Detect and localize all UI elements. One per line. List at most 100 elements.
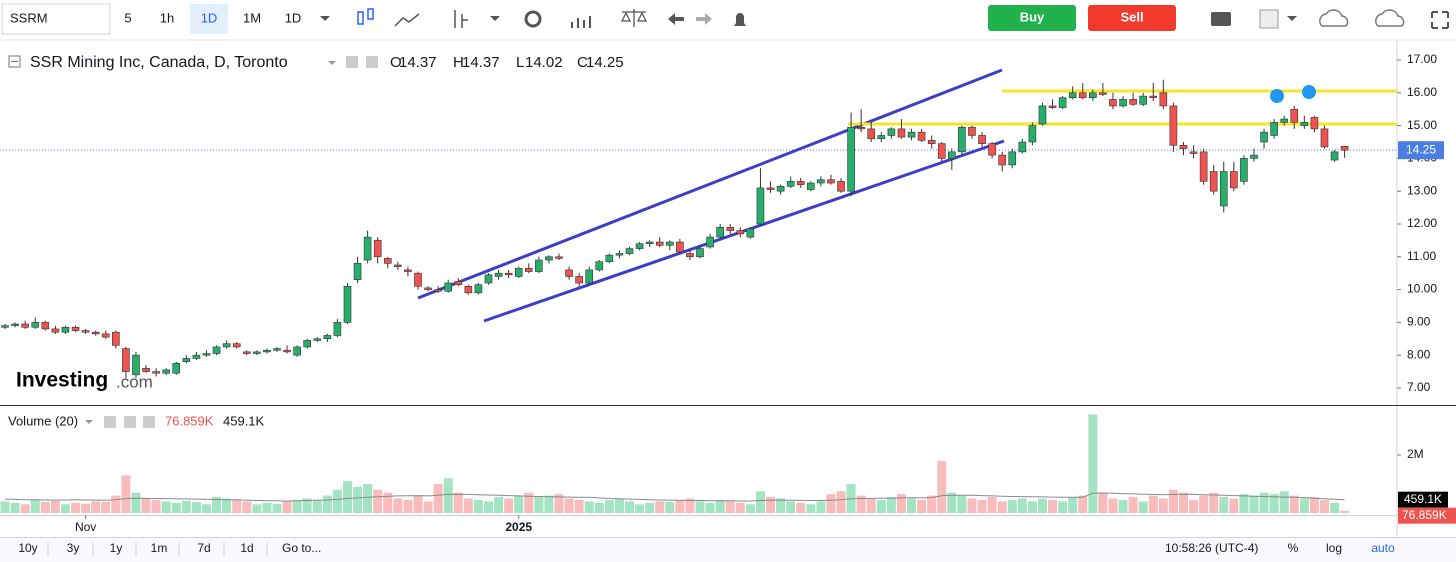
fullscreen-icon[interactable] (1431, 11, 1449, 29)
volume-bar (876, 499, 886, 513)
drawing-icon[interactable] (454, 10, 468, 28)
volume-bar (1168, 489, 1178, 513)
range-button[interactable]: 1y (110, 541, 123, 555)
volume-bar (302, 498, 312, 513)
indicator-icon[interactable] (394, 13, 420, 27)
interval-button[interactable]: 1h (160, 10, 174, 25)
volume-bar (50, 500, 60, 513)
dropdown-arrow[interactable] (85, 420, 93, 424)
volume-badge-label: 76.859K (1402, 508, 1447, 522)
interval-button[interactable]: 5 (124, 10, 131, 25)
compare-icon[interactable] (571, 16, 591, 28)
save-icon[interactable] (1375, 9, 1405, 27)
candle-body (11, 323, 19, 326)
candle-body (746, 228, 755, 238)
close-icon[interactable] (143, 416, 155, 428)
volume-bar (554, 494, 564, 513)
candle-body (1290, 108, 1299, 123)
candle-body (192, 354, 201, 359)
settings-icon-small[interactable] (124, 416, 136, 428)
range-button[interactable]: 1m (151, 541, 168, 555)
candle-body (575, 276, 583, 284)
volume-bar (645, 502, 655, 513)
eye-icon[interactable] (104, 416, 116, 428)
volume-bar (494, 497, 504, 513)
dropdown-arrow[interactable] (320, 16, 330, 21)
candle-body (837, 181, 845, 192)
candle-body (877, 135, 886, 140)
candle-body (474, 284, 483, 294)
volume-bar (1007, 499, 1017, 513)
candle-body (665, 241, 674, 246)
interval-button[interactable]: 1D (201, 10, 218, 25)
candle-body (1189, 151, 1198, 154)
candle-body (988, 143, 996, 156)
event-marker[interactable] (1270, 89, 1284, 103)
candle-body (796, 181, 805, 185)
volume-bar (796, 502, 806, 513)
y-tick-label: 17.00 (1407, 52, 1437, 66)
volume-bar (473, 499, 483, 513)
range-button[interactable]: 3y (67, 541, 80, 555)
candle-body (736, 230, 745, 235)
volume-bar (1138, 501, 1148, 513)
candle-body (786, 181, 795, 187)
settings-icon-small[interactable] (366, 56, 378, 68)
candle-body (1280, 118, 1288, 123)
candle-body (1300, 122, 1309, 126)
candle-body (635, 243, 644, 249)
chart-type-icon[interactable] (357, 8, 374, 25)
symbol[interactable]: SSRM (10, 10, 48, 25)
bottom-bar (0, 538, 1456, 562)
candle-body (655, 241, 664, 246)
camera-icon[interactable] (1211, 12, 1231, 26)
range-button[interactable]: 7d (197, 541, 210, 555)
buy-button[interactable] (988, 5, 1076, 31)
candle-body (686, 253, 694, 258)
candle-body (857, 126, 865, 130)
template-icon[interactable] (1259, 9, 1279, 29)
volume-bar (1088, 414, 1098, 513)
candle-body (726, 226, 735, 231)
candle-body (31, 322, 40, 328)
trend-channel-upper[interactable] (417, 68, 1003, 300)
dropdown-arrow[interactable] (328, 61, 336, 65)
volume-bar (1289, 495, 1299, 513)
settings-icon[interactable] (524, 10, 542, 28)
interval-button[interactable]: 1M (243, 10, 261, 25)
goto-button[interactable]: Go to... (282, 541, 321, 555)
scale-option[interactable]: log (1326, 541, 1342, 555)
alert-icon[interactable] (734, 13, 746, 26)
volume-bar (604, 499, 614, 513)
clock: 10:58:26 (UTC-4) (1165, 541, 1258, 555)
sell-button[interactable] (1088, 5, 1176, 31)
candle-body (112, 331, 120, 346)
symbol-box[interactable] (1, 3, 111, 35)
volume-bar (443, 478, 453, 513)
dropdown-arrow[interactable] (1287, 16, 1297, 21)
sell-label[interactable]: Sell (1120, 9, 1143, 24)
scale-option[interactable]: auto (1371, 541, 1395, 555)
volume-bar (1209, 492, 1219, 513)
volume-bar (1219, 497, 1229, 513)
eye-icon[interactable] (346, 56, 358, 68)
load-icon[interactable] (1319, 9, 1349, 27)
ohlc-key: H (453, 54, 464, 71)
candle-body (21, 323, 29, 328)
balance-icon[interactable] (620, 9, 648, 27)
collapse-icon[interactable] (8, 55, 21, 68)
undo-icon[interactable] (668, 13, 684, 25)
interval-button[interactable]: 1D (285, 10, 302, 25)
candle-body (807, 182, 815, 190)
dropdown-arrow[interactable] (490, 16, 500, 21)
buy-label[interactable]: Buy (1020, 9, 1045, 24)
volume-bar (786, 501, 796, 513)
range-button[interactable]: 10y (18, 541, 37, 555)
scale-option[interactable]: % (1288, 541, 1299, 555)
y-tick-label: 13.00 (1407, 183, 1437, 197)
volume-bar (131, 492, 141, 513)
event-marker[interactable] (1302, 85, 1316, 99)
redo-icon[interactable] (696, 13, 712, 25)
volume-bar (1058, 501, 1068, 513)
range-button[interactable]: 1d (240, 541, 253, 555)
